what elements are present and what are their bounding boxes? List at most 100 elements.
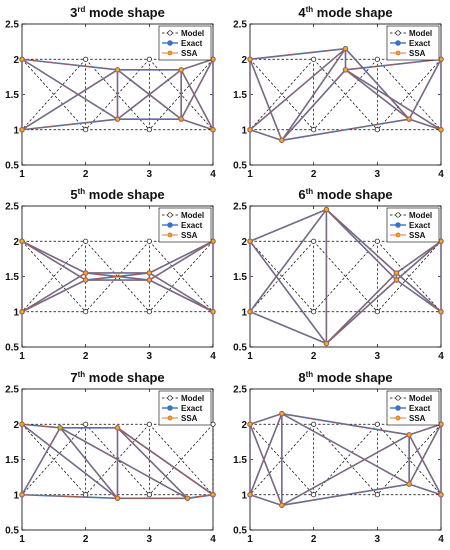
chart-6-ssa-member-5 <box>409 483 442 496</box>
chart-5-legend-label-ssa: SSA <box>181 414 198 423</box>
chart-3-ytick-label-3: 2 <box>13 237 19 248</box>
chart-5-ssa-node-5 <box>115 495 120 501</box>
chart-3-ssa-member-13 <box>85 272 150 281</box>
chart-6-legend-marker-ssa <box>395 415 401 421</box>
chart-2-ssa-node-0 <box>247 56 253 62</box>
chart-2-title-number: 4 <box>298 5 306 20</box>
chart-6-ssa-member-3 <box>249 494 282 506</box>
chart-6-ytick-label-1: 1 <box>241 490 247 501</box>
chart-4-series-ssa <box>247 207 444 346</box>
chart-5-model-node-6 <box>146 492 152 498</box>
chart-4-ssa-member-15 <box>396 240 442 281</box>
chart-4-legend-label-model: Model <box>409 211 432 220</box>
chart-5-ssa-node-6 <box>185 495 190 501</box>
chart-1-legend-marker-model <box>167 30 173 36</box>
chart-6-ssa-node-6 <box>406 481 412 487</box>
chart-6-ssa-member-0 <box>249 413 282 425</box>
chart-4-legend-label-exact: Exact <box>409 221 431 230</box>
chart-1-ytick-label-1: 1 <box>13 125 19 136</box>
chart-2-ssa-member-3 <box>249 129 282 141</box>
chart-5-ytick-label-1: 1 <box>13 490 19 501</box>
chart-3-legend-label-model: Model <box>181 211 204 220</box>
chart-5-xtick-label-1: 2 <box>83 534 89 545</box>
chart-6-title-sup: th <box>306 370 314 379</box>
chart-2-ytick-label-2: 1.5 <box>233 90 247 101</box>
chart-4-ssa-node-4 <box>247 309 253 315</box>
chart-3-legend-marker-exact <box>167 222 173 228</box>
chart-5-title: 7th mode shape <box>70 370 164 385</box>
chart-1-xtick-label-2: 3 <box>147 169 153 180</box>
chart-1-title-text: mode shape <box>85 5 164 20</box>
chart-6-xtick-label-3: 4 <box>438 534 444 545</box>
chart-1-ytick-label-0: 0.5 <box>5 161 19 172</box>
chart-6-xtick-label-0: 1 <box>247 534 253 545</box>
chart-6-legend-label-exact: Exact <box>409 404 431 413</box>
chart-2-ssa-node-7 <box>438 56 444 62</box>
chart-2-ssa-member-2 <box>409 118 442 131</box>
chart-6-ssa-member-13 <box>281 434 410 506</box>
chart-3-ssa-member-3 <box>21 279 86 313</box>
chart-2-legend-marker-model <box>395 30 401 36</box>
chart-5-ssa-member-10 <box>21 423 118 499</box>
chart-5-xtick-label-2: 3 <box>147 534 153 545</box>
chart-3-title-sup: th <box>78 187 86 196</box>
chart-2-ssa-member-5 <box>345 58 442 71</box>
chart-1-ssa-member-0 <box>21 58 118 71</box>
chart-1-ssa-node-0 <box>19 56 25 62</box>
chart-5-ssa-member-3 <box>21 494 118 499</box>
chart-5-legend-marker-exact <box>167 405 173 411</box>
chart-4-ytick-label-1: 1 <box>241 307 247 318</box>
chart-3-model-member-11 <box>21 241 86 312</box>
chart-4-ssa-member-0 <box>249 209 327 242</box>
chart-3-xtick-label-3: 4 <box>210 351 216 362</box>
chart-3-series-ssa <box>19 238 216 315</box>
chart-6-ssa-node-3 <box>438 421 444 427</box>
chart-5-ssa-member-14 <box>117 427 214 496</box>
chart-1-ssa-node-7 <box>210 127 216 133</box>
chart-2-title-sup: th <box>306 5 314 14</box>
chart-1-ssa-member-5 <box>181 118 214 131</box>
chart-1-legend-label-ssa: SSA <box>181 49 198 58</box>
chart-6-ytick-label-0: 0.5 <box>233 526 247 537</box>
chart-4-ssa-member-5 <box>396 279 442 313</box>
chart-1-ssa-node-3 <box>210 56 216 62</box>
chart-4-title-number: 6 <box>298 187 305 202</box>
chart-4-ssa-member-12 <box>326 209 397 281</box>
chart-6-ssa-member-2 <box>409 423 442 436</box>
chart-3-title-number: 5 <box>70 187 77 202</box>
chart-3-ssa-member-2 <box>149 240 214 274</box>
chart-3-ssa-node-2 <box>146 270 152 276</box>
chart-2-xtick-label-3: 4 <box>438 169 444 180</box>
chart-1-ssa-node-4 <box>19 127 25 133</box>
chart-4-ssa-node-5 <box>324 341 329 346</box>
chart-4-legend-label-ssa: SSA <box>409 231 426 240</box>
chart-5-ssa-node-7 <box>210 492 216 498</box>
chart-2-ssa-node-3 <box>438 127 444 133</box>
chart-3-model-node-1 <box>83 238 89 244</box>
chart-4-xtick-label-1: 2 <box>311 351 317 362</box>
chart-2-xtick-label-1: 2 <box>311 169 317 180</box>
chart-2-model-node-6 <box>374 127 380 133</box>
chart-6-ssa-node-2 <box>406 432 412 438</box>
chart-1-legend-label-exact: Exact <box>181 39 203 48</box>
chart-3-ssa-node-1 <box>83 270 89 276</box>
chart-2-xtick-label-2: 3 <box>375 169 381 180</box>
chart-5-ssa-member-7 <box>59 427 118 499</box>
chart-1-model-node-5 <box>83 127 89 133</box>
chart-3-xtick-label-2: 3 <box>147 351 153 362</box>
chart-4-ssa-member-4 <box>326 279 397 344</box>
chart-3-model-node-5 <box>83 309 89 315</box>
chart-1-model-member-11 <box>21 59 86 130</box>
chart-5-ytick-label-0: 0.5 <box>5 526 19 537</box>
chart-1-ytick-label-3: 2 <box>13 55 19 66</box>
chart-1-ssa-node-5 <box>115 116 120 122</box>
chart-1-ssa-member-11 <box>21 69 118 131</box>
chart-3-title-text: mode shape <box>85 187 164 202</box>
chart-4-ssa-node-6 <box>394 277 399 283</box>
